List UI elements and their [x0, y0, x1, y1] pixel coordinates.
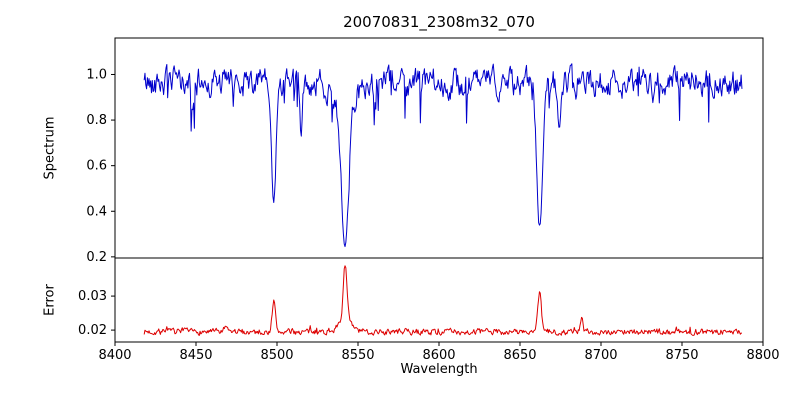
x-tick-label: 8400 — [98, 348, 131, 363]
x-tick-label: 8500 — [260, 348, 293, 363]
y-tick-label-spectrum: 0.6 — [86, 159, 107, 174]
error-line — [143, 265, 742, 337]
y-tick-label-spectrum: 1.0 — [86, 67, 107, 82]
chart-title: 20070831_2308m32_070 — [343, 13, 535, 31]
x-tick-label: 8600 — [422, 348, 455, 363]
x-tick-label: 8550 — [341, 348, 374, 363]
x-tick-label: 8750 — [665, 348, 698, 363]
x-tick-label: 8800 — [746, 348, 779, 363]
x-axis-label: Wavelength — [400, 362, 478, 377]
y-tick-label-error: 0.03 — [78, 289, 107, 304]
y-tick-label-spectrum: 0.4 — [86, 204, 107, 219]
panel-frame-spectrum — [114, 37, 764, 259]
y-tick-label-error: 0.02 — [78, 323, 107, 338]
x-tick-label: 8700 — [584, 348, 617, 363]
x-tick-label: 8650 — [503, 348, 536, 363]
y-tick-label-spectrum: 0.2 — [86, 250, 107, 265]
y-tick-label-spectrum: 0.8 — [86, 113, 107, 128]
x-tick-label: 8450 — [179, 348, 212, 363]
spectrum-line — [143, 63, 743, 248]
